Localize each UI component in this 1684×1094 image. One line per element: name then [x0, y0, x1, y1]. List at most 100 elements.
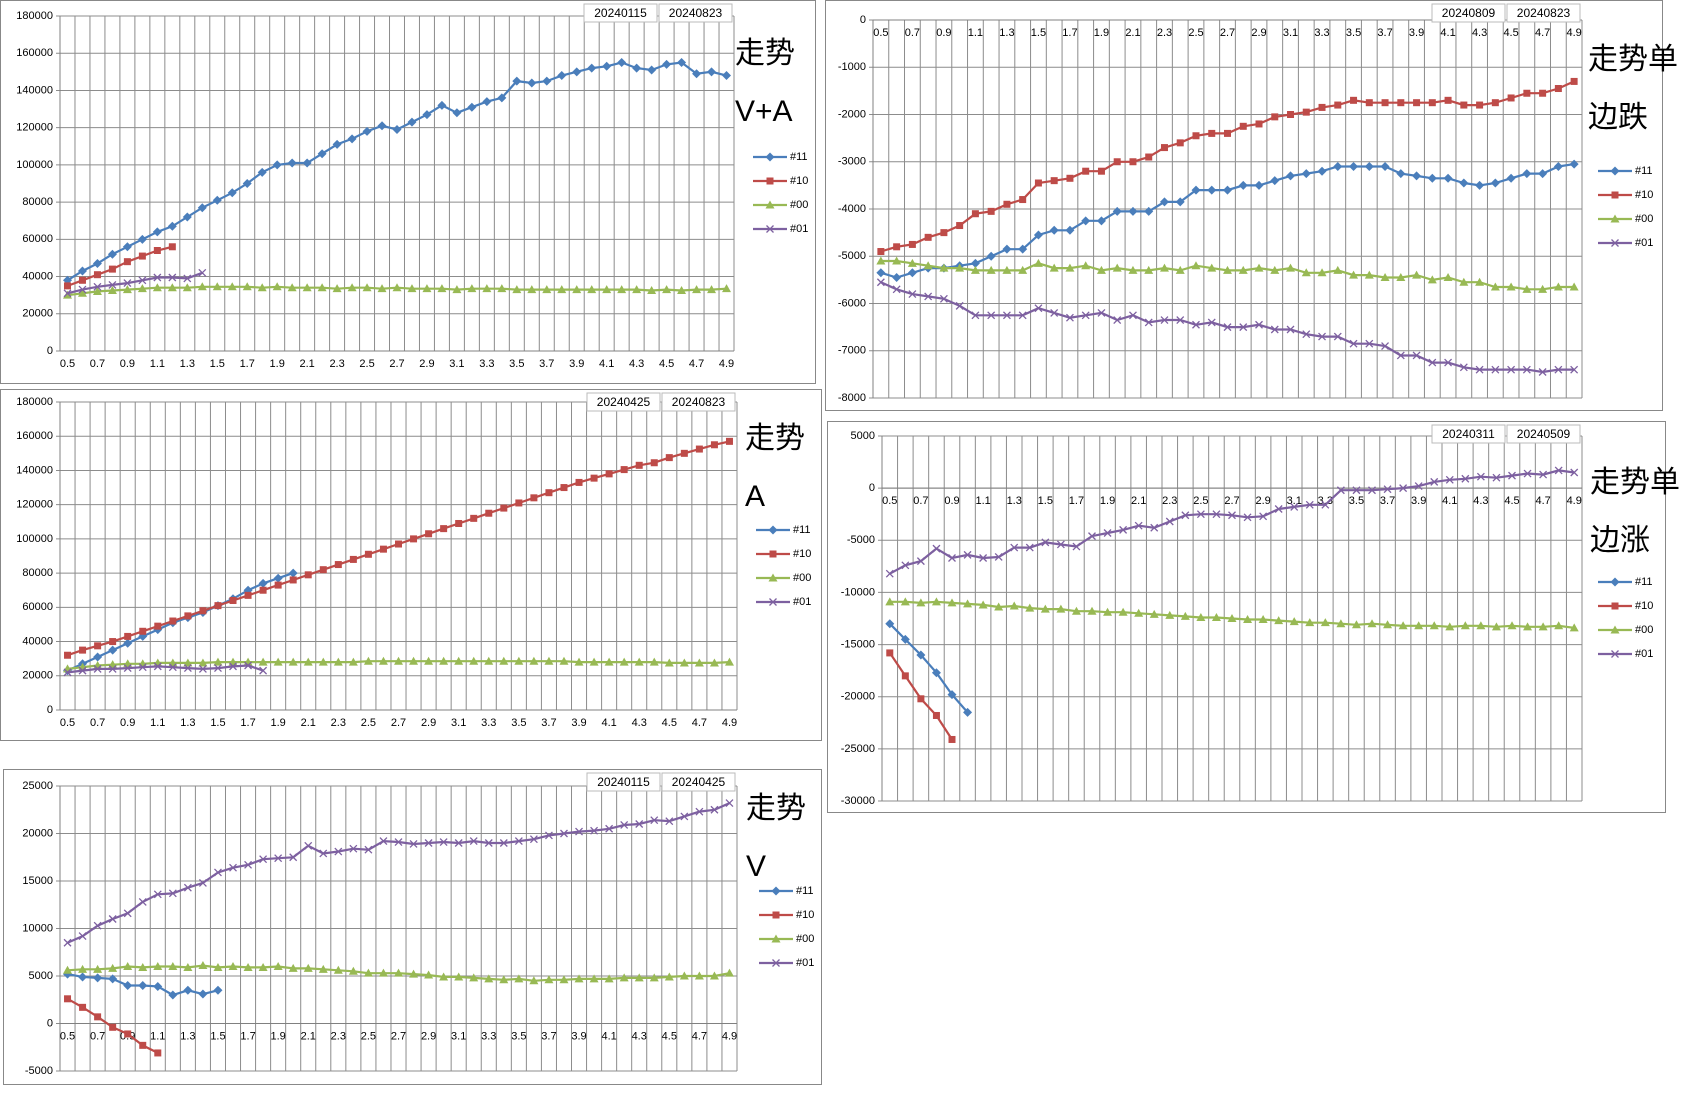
marker-triangle	[876, 256, 886, 265]
y-tick-label: -5000	[847, 534, 875, 546]
marker-square	[545, 489, 553, 497]
marker-x	[1399, 484, 1408, 493]
marker-x	[1113, 316, 1122, 324]
series-line	[880, 259, 1575, 291]
marker-triangle	[544, 656, 554, 665]
marker-square	[620, 466, 628, 474]
marker-x	[153, 273, 162, 282]
x-tick-label: 2.5	[1188, 27, 1203, 39]
marker-x	[1352, 486, 1361, 495]
x-tick-label: 0.5	[60, 717, 75, 729]
x-tick-label: 2.7	[1220, 27, 1235, 39]
marker-triangle	[1025, 603, 1035, 612]
marker-triangle	[1610, 625, 1620, 634]
x-tick-label: 3.5	[511, 1030, 526, 1042]
marker-triangle	[257, 283, 267, 292]
marker-triangle	[931, 597, 941, 606]
annotation: 20240823	[669, 6, 723, 20]
x-tick-label: 4.9	[722, 717, 737, 729]
marker-triangle	[1081, 261, 1091, 270]
marker-square	[1208, 129, 1216, 137]
marker-square	[1476, 101, 1484, 109]
y-tick-label: 140000	[16, 84, 53, 96]
marker-x	[1018, 311, 1027, 320]
marker-x	[1207, 318, 1216, 327]
marker-triangle	[1336, 619, 1346, 628]
x-tick-label: 3.3	[481, 1030, 496, 1042]
marker-x	[153, 890, 162, 899]
marker-x	[979, 554, 988, 562]
marker-triangle	[542, 285, 552, 294]
marker-square	[987, 207, 995, 215]
series-line	[67, 440, 730, 657]
marker-diamond	[947, 690, 957, 700]
marker-triangle	[303, 963, 313, 972]
marker-triangle	[1159, 263, 1169, 272]
series-line	[67, 664, 264, 674]
x-tick-label: 2.9	[421, 1030, 436, 1042]
marker-x	[924, 292, 933, 301]
marker-diamond	[422, 110, 432, 120]
marker-diamond	[93, 973, 103, 983]
marker-triangle	[197, 282, 207, 291]
marker-triangle	[302, 283, 312, 292]
x-tick-label: 3.5	[511, 717, 526, 729]
x-tick-label: 0.5	[873, 27, 888, 39]
marker-x	[214, 664, 222, 673]
marker-x	[469, 837, 478, 846]
series-line	[880, 80, 1575, 253]
marker-triangle	[885, 597, 895, 606]
x-tick-label: 3.7	[539, 358, 554, 370]
series-line	[67, 572, 294, 672]
marker-triangle	[439, 972, 449, 981]
marker-triangle	[1149, 609, 1159, 618]
x-tick-label: 1.7	[240, 358, 255, 370]
marker-diamond	[1443, 173, 1453, 183]
marker-x	[1160, 316, 1169, 324]
marker-triangle	[484, 974, 494, 983]
marker-triangle	[1191, 261, 1201, 270]
marker-triangle	[348, 657, 358, 666]
marker-triangle	[469, 656, 479, 665]
marker-x	[1050, 308, 1059, 317]
marker-triangle	[122, 285, 132, 294]
y-tick-label: 40000	[22, 270, 53, 282]
marker-x	[289, 853, 298, 862]
marker-diamond	[183, 985, 193, 995]
x-tick-label: 0.9	[944, 495, 959, 507]
marker-x	[63, 668, 72, 677]
marker-square	[1113, 158, 1121, 166]
y-tick-label: -4000	[838, 203, 866, 215]
marker-diamond	[1018, 244, 1028, 254]
x-tick-label: 4.3	[1472, 27, 1487, 39]
marker-x	[229, 662, 237, 671]
series-line	[889, 622, 969, 714]
annotation-box	[1506, 3, 1581, 23]
marker-x	[1286, 325, 1295, 334]
y-tick-label: -25000	[841, 743, 875, 755]
marker-triangle	[62, 290, 72, 299]
marker-triangle	[437, 284, 447, 293]
x-tick-label: 1.9	[1094, 27, 1109, 39]
marker-triangle	[469, 973, 479, 982]
marker-x	[1570, 365, 1579, 374]
y-tick-label: -5000	[838, 250, 866, 262]
marker-triangle	[153, 962, 163, 970]
marker-triangle	[916, 598, 926, 607]
marker-diamond	[1610, 577, 1620, 587]
marker-triangle	[1414, 621, 1424, 630]
marker-triangle	[1349, 270, 1359, 279]
marker-x	[1150, 523, 1159, 532]
marker-square	[650, 459, 658, 467]
marker-triangle	[1175, 265, 1185, 274]
marker-x	[123, 664, 132, 673]
y-tick-label: 180000	[16, 396, 53, 408]
marker-square	[1428, 99, 1436, 107]
x-tick-label: 3.3	[479, 358, 494, 370]
marker-x	[168, 273, 177, 282]
x-tick-label: 2.9	[421, 717, 436, 729]
marker-diamond	[907, 268, 917, 278]
marker-diamond	[258, 578, 268, 588]
marker-diamond	[362, 126, 372, 136]
chart: 2500020000150001000050000-50000.50.70.91…	[22, 772, 814, 1077]
